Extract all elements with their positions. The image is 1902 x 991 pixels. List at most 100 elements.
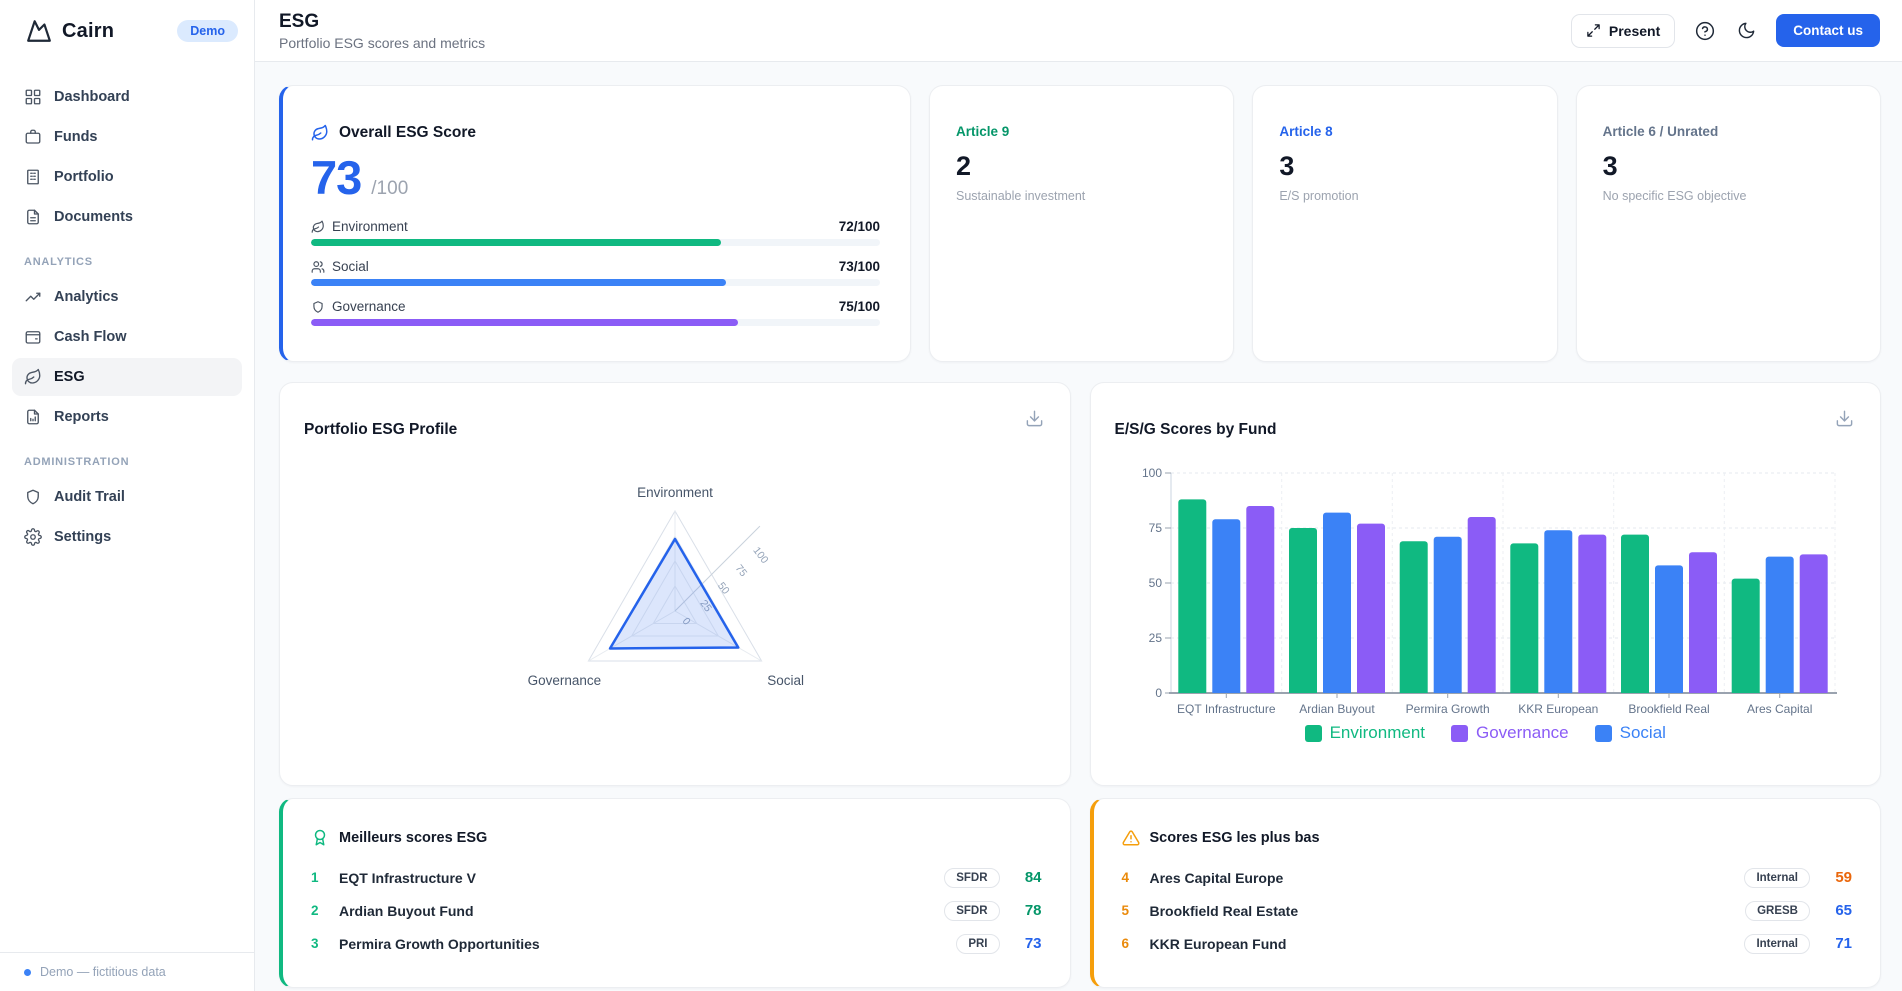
svg-text:Environment: Environment	[637, 485, 713, 500]
sidebar-item-esg[interactable]: ESG	[12, 358, 242, 396]
fund-name: Ardian Buyout Fund	[339, 902, 474, 919]
fund-row-brookfield-real-estate: 5 Brookfield Real Estate GRESB 65	[1122, 894, 1852, 927]
sidebar-item-reports[interactable]: Reports	[12, 398, 242, 436]
bar-chart-card: E/S/G Scores by Fund 0 25 50 75 100 EQT Infra…	[1089, 382, 1881, 786]
sidebar-item-audit-trail[interactable]: Audit Trail	[12, 478, 242, 516]
radar-chart-title: Portfolio ESG Profile	[304, 421, 458, 438]
fund-framework-badge: Internal	[1744, 867, 1810, 888]
help-icon	[1695, 21, 1715, 41]
fund-row-eqt-infrastructure-v: 1 EQT Infrastructure V SFDR 84	[311, 861, 1042, 894]
users-icon	[311, 260, 325, 274]
metric-name: Environment	[332, 219, 408, 234]
overall-score-title: Overall ESG Score	[339, 124, 476, 141]
fund-row-ardian-buyout-fund: 2 Ardian Buyout Fund SFDR 78	[311, 894, 1042, 927]
progress-track	[311, 279, 880, 286]
legend-social[interactable]: Social	[1594, 723, 1666, 743]
article-description: E/S promotion	[1279, 189, 1359, 203]
radar-chart: 0255075100EnvironmentSocialGovernance	[527, 485, 803, 688]
sidebar-item-settings[interactable]: Settings	[12, 518, 242, 556]
overall-score-header: Overall ESG Score	[311, 124, 880, 142]
wallet-icon	[24, 328, 42, 346]
contact-us-button[interactable]: Contact us	[1776, 14, 1880, 47]
fund-row-kkr-european-fund: 6 KKR European Fund Internal 71	[1121, 927, 1852, 960]
download-chart-button[interactable]	[1023, 407, 1046, 430]
dashboard-icon	[24, 88, 42, 106]
svg-text:75: 75	[1149, 521, 1163, 535]
bar-chart-body: 0 25 50 75 100 EQT Infrastructure Ardian Buyou…	[1115, 439, 1857, 769]
fund-score: 84	[1024, 869, 1042, 886]
article-card-article-9: Article 9 2 Sustainable investment	[929, 85, 1235, 362]
sidebar-item-label: Cash Flow	[54, 329, 127, 345]
nav-section-analytics: ANALYTICS	[24, 256, 93, 268]
fund-name: KKR European Fund	[1149, 935, 1287, 952]
svg-text:0: 0	[1156, 686, 1163, 700]
sidebar-item-label: Documents	[54, 209, 133, 225]
svg-text:Permira Growth: Permira Growth	[1406, 702, 1490, 716]
svg-text:Governance: Governance	[527, 673, 601, 688]
sidebar-item-funds[interactable]: Funds	[12, 118, 242, 156]
top-scores-header: Meilleurs scores ESG	[311, 829, 1042, 847]
fund-framework-badge: PRI	[956, 933, 1000, 954]
shield-icon	[24, 488, 42, 506]
legend-governance[interactable]: Governance	[1451, 723, 1569, 743]
download-icon	[1025, 409, 1044, 428]
portfolio-icon	[24, 168, 42, 186]
article-label: Article 9	[956, 124, 1010, 139]
progress-fill	[311, 319, 738, 326]
sidebar-item-label: Portfolio	[54, 169, 114, 185]
content: Overall ESG Score 73 /100 Environment 72/…	[255, 62, 1902, 991]
bar-chart-title: E/S/G Scores by Fund	[1114, 421, 1277, 438]
fund-score: 73	[1024, 935, 1042, 952]
metric-name: Social	[332, 259, 369, 274]
topbar: ESG Portfolio ESG scores and metrics Pre…	[255, 0, 1902, 62]
fund-rank: 1	[311, 870, 319, 885]
present-label: Present	[1608, 22, 1661, 39]
metric-label: Environment	[311, 219, 408, 234]
sidebar-item-label: ESG	[54, 369, 85, 385]
esg-metric-governance: Governance 75/100	[311, 299, 880, 326]
charts-row: Portfolio ESG Profile 0255075100Environm…	[279, 382, 1881, 786]
sidebar-item-dashboard[interactable]: Dashboard	[12, 78, 242, 116]
overall-score-value: 73 /100	[311, 150, 880, 205]
brand-name: Cairn	[62, 19, 115, 42]
bar-chart-legend: Environment Governance Social	[1304, 723, 1666, 743]
legend-swatch	[1304, 724, 1322, 742]
page-subtitle: Portfolio ESG scores and metrics	[279, 34, 486, 51]
fund-row-permira-growth-opportunities: 3 Permira Growth Opportunities PRI 73	[311, 927, 1042, 960]
leaf-icon	[24, 368, 42, 386]
sidebar-item-analytics[interactable]: Analytics	[12, 278, 242, 316]
legend-label: Governance	[1476, 723, 1569, 742]
present-button[interactable]: Present	[1570, 13, 1676, 48]
help-button[interactable]	[1693, 19, 1717, 43]
article-label: Article 8	[1279, 124, 1333, 139]
download-chart-button[interactable]	[1833, 407, 1856, 430]
lowest-scores-title: Scores ESG les plus bas	[1149, 830, 1320, 846]
lowest-esg-scores-card: Scores ESG les plus bas 4 Ares Capital Eu…	[1089, 798, 1881, 988]
article-count: 2	[956, 151, 972, 181]
topbar-actions: Present Contact us	[1570, 13, 1880, 48]
svg-text:50: 50	[1149, 576, 1163, 590]
esg-metric-environment: Environment 72/100	[311, 219, 880, 246]
metric-name: Governance	[332, 299, 406, 314]
score-number: 73	[311, 151, 362, 204]
sidebar-item-cash-flow[interactable]: Cash Flow	[12, 318, 242, 356]
sidebar-item-documents[interactable]: Documents	[12, 198, 242, 236]
radar-chart-body: 0255075100EnvironmentSocialGovernance	[304, 439, 1046, 769]
svg-text:Ares Capital: Ares Capital	[1747, 702, 1812, 716]
sidebar-item-label: Settings	[54, 529, 112, 545]
score-denominator: /100	[371, 178, 409, 199]
dark-mode-button[interactable]	[1735, 19, 1758, 42]
expand-icon	[1586, 23, 1601, 38]
sidebar-item-portfolio[interactable]: Portfolio	[12, 158, 242, 196]
bar-chart-header: E/S/G Scores by Fund	[1115, 407, 1857, 439]
svg-text:100: 100	[750, 545, 770, 566]
award-icon	[311, 829, 329, 847]
fund-rank: 6	[1121, 936, 1130, 951]
fund-row-ares-capital-europe: 4 Ares Capital Europe Internal 59	[1122, 861, 1852, 894]
fund-name: Brookfield Real Estate	[1149, 902, 1299, 919]
legend-environment[interactable]: Environment	[1304, 723, 1425, 743]
main-area: ESG Portfolio ESG scores and metrics Pre…	[255, 0, 1902, 991]
top-esg-scores-card: Meilleurs scores ESG 1 EQT Infrastructure…	[279, 798, 1071, 988]
summary-row: Overall ESG Score 73 /100 Environment 72/…	[279, 85, 1881, 362]
funds-icon	[24, 128, 42, 146]
